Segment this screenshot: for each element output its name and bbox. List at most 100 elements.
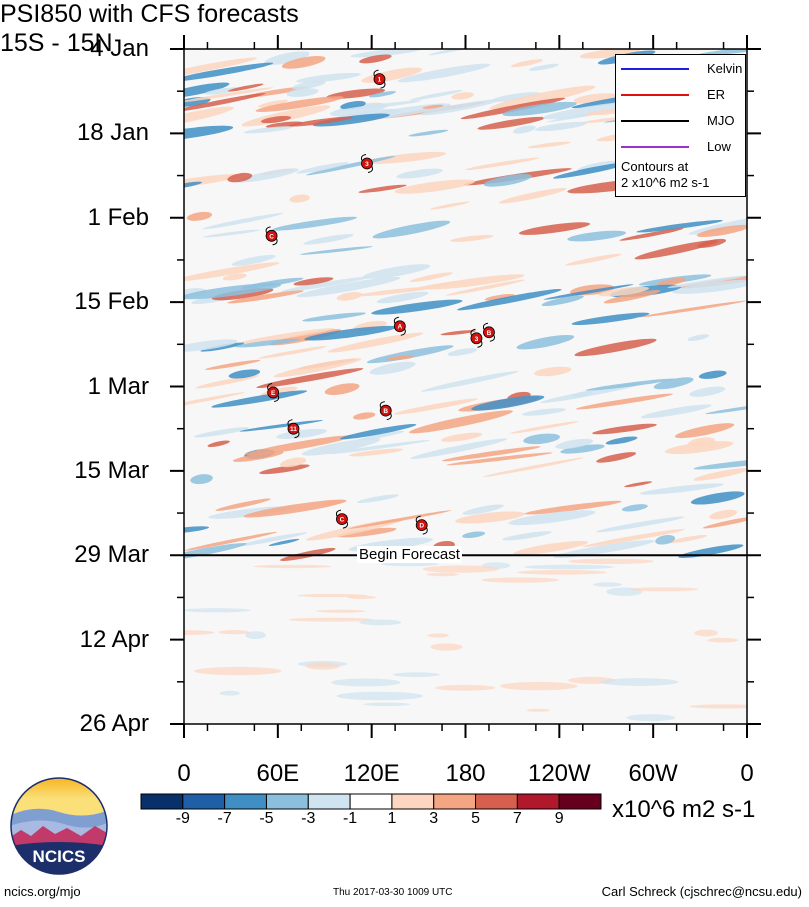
forecast-anomaly-streak <box>626 714 676 722</box>
author-credit: Carl Schreck (cjschrec@ncsu.edu) <box>601 884 802 899</box>
anomaly-streak <box>357 494 399 504</box>
anomaly-streak <box>502 101 577 117</box>
anomaly-streak <box>571 312 650 325</box>
storm-marker: D <box>415 515 428 535</box>
colorbar-label: -1 <box>342 810 358 827</box>
anomaly-streak <box>324 383 360 395</box>
anomaly-streak <box>386 355 415 361</box>
ncics-logo: NCICS <box>10 777 108 875</box>
anomaly-streak <box>596 452 637 463</box>
anomaly-streak <box>239 328 335 344</box>
storm-label: C <box>269 233 274 240</box>
forecast-anomaly-streak <box>567 558 655 565</box>
anomaly-streak <box>396 168 443 179</box>
anomaly-streak <box>688 437 716 447</box>
legend-label: Low <box>707 139 731 154</box>
anomaly-streak <box>369 361 416 375</box>
anomaly-streak <box>535 121 587 132</box>
anomaly-streak <box>264 51 310 66</box>
anomaly-streak <box>482 457 584 477</box>
colorbar-label: -9 <box>175 810 190 827</box>
anomaly-streak <box>286 88 319 97</box>
anomaly-streak <box>362 264 431 279</box>
anomaly-streak <box>619 228 684 241</box>
anomaly-streak <box>281 56 326 69</box>
legend-line <box>621 94 689 96</box>
anomaly-streak <box>455 511 525 524</box>
anomaly-streak <box>510 421 579 434</box>
anomaly-streak <box>200 342 245 352</box>
anomaly-streak <box>574 338 657 357</box>
anomaly-streak <box>527 141 571 149</box>
anomaly-streak <box>457 289 562 311</box>
storm-label: D <box>419 523 424 530</box>
anomaly-streak <box>422 104 444 109</box>
anomaly-streak <box>184 87 274 103</box>
anomaly-streak <box>348 448 404 457</box>
anomaly-streak <box>358 184 407 193</box>
storm-label: B <box>487 330 492 337</box>
forecast-anomaly-streak <box>184 608 252 613</box>
storm-label: 3 <box>365 161 369 168</box>
anomaly-streak <box>687 334 710 341</box>
anomaly-streak <box>585 378 675 391</box>
anomaly-streak <box>484 293 515 301</box>
storm-label: 11 <box>290 426 297 433</box>
anomaly-streak <box>352 412 376 420</box>
storm-marker: A <box>393 316 406 336</box>
forecast-anomaly-streak <box>593 582 623 587</box>
anomaly-streak <box>508 510 596 526</box>
colorbar-swatch <box>516 793 560 810</box>
anomaly-streak <box>243 499 347 518</box>
y-tick-label: 15 Mar <box>74 456 149 484</box>
forecast-anomaly-streak <box>426 572 459 577</box>
anomaly-streak <box>243 126 293 134</box>
storm-marker: B <box>379 401 392 421</box>
colorbar-swatch <box>433 793 477 810</box>
anomaly-streak <box>689 386 726 397</box>
anomaly-streak <box>236 168 299 183</box>
anomaly-streak <box>698 370 727 379</box>
forecast-anomaly-streak <box>381 562 439 567</box>
colorbar-label: 9 <box>554 810 564 827</box>
colorbar-swatch <box>391 793 435 810</box>
anomaly-streak <box>245 435 352 456</box>
colorbar-swatch <box>265 793 309 810</box>
anomaly-streak <box>518 222 591 235</box>
anomaly-streak <box>186 211 213 221</box>
anomaly-streak <box>598 286 650 297</box>
anomaly-streak <box>555 438 594 449</box>
anomaly-streak <box>408 129 449 137</box>
anomaly-streak <box>312 113 390 127</box>
forecast-anomaly-streak <box>305 662 341 670</box>
anomaly-streak <box>528 63 559 71</box>
colorbar-swatch <box>307 793 351 810</box>
anomaly-streak <box>421 370 519 392</box>
anomaly-streak <box>667 534 708 544</box>
forecast-anomaly-streak <box>288 617 375 622</box>
forecast-anomaly-streak <box>245 631 266 640</box>
anomaly-streak <box>369 91 397 98</box>
anomaly-streak <box>336 292 363 301</box>
anomaly-streak <box>636 219 723 233</box>
anomaly-streak <box>653 377 694 390</box>
source-link[interactable]: ncics.org/mjo <box>4 884 81 899</box>
region-label: 15S - 15N <box>0 29 113 57</box>
hovmoller-plot: 1 3 C A 3 B E B 11 C D <box>170 35 761 738</box>
anomaly-streak <box>471 395 545 411</box>
anomaly-streak <box>491 92 541 102</box>
anomaly-streak <box>553 539 655 558</box>
anomaly-streak <box>195 375 259 389</box>
anomaly-streak <box>184 531 277 551</box>
anomaly-streak <box>465 157 540 171</box>
forecast-anomaly-streak <box>336 691 423 701</box>
forecast-anomaly-streak <box>363 702 410 707</box>
anomaly-streak <box>235 338 300 348</box>
forecast-anomaly-streak <box>218 630 250 635</box>
forecast-anomaly-streak <box>430 643 463 651</box>
anomaly-streak <box>397 63 491 83</box>
chart-title: PSI850 with CFS forecasts <box>0 0 299 28</box>
anomaly-streak <box>184 174 242 190</box>
storm-marker: E <box>267 383 280 403</box>
legend-line <box>621 146 689 148</box>
